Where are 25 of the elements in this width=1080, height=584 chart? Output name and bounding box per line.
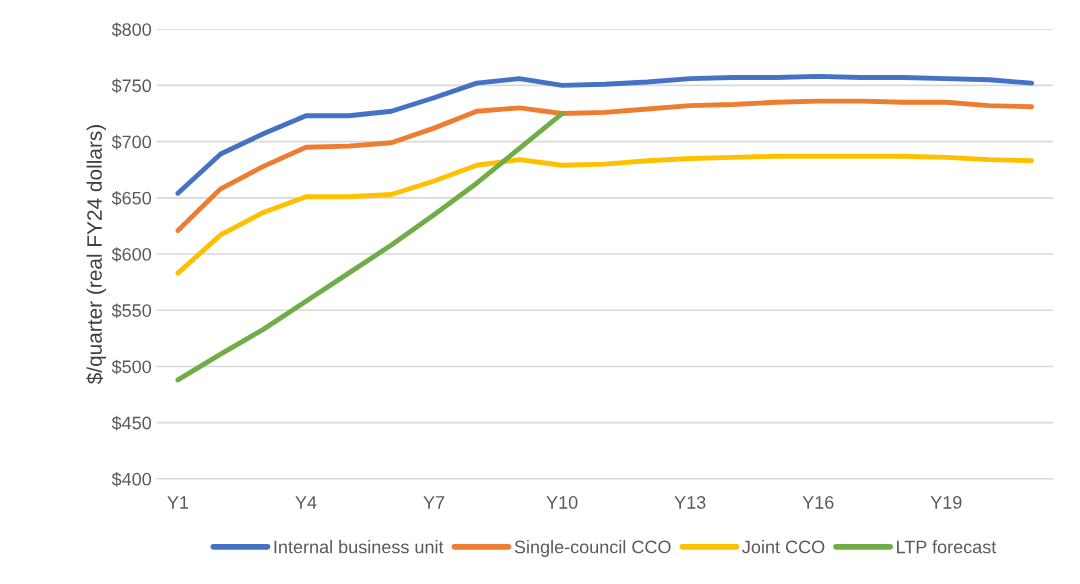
- y-tick-label: $450: [111, 415, 152, 431]
- x-tick-label: Y13: [674, 496, 706, 509]
- x-tick-label: Y19: [930, 496, 962, 509]
- legend-label: Joint CCO: [742, 540, 825, 554]
- y-tick-label: $800: [111, 22, 152, 37]
- line-series: [175, 73, 1035, 196]
- y-tick-label: $600: [111, 247, 152, 262]
- y-tick-label: $700: [111, 134, 152, 150]
- x-tick-label: Y1: [167, 496, 189, 509]
- x-tick-label: Y16: [802, 496, 834, 509]
- y-tick-label: $550: [111, 303, 152, 319]
- y-tick-label: $500: [111, 359, 152, 375]
- y-axis-title: $/quarter (real FY24 dollars): [86, 125, 107, 385]
- line-series: [175, 111, 565, 383]
- x-tick-label: Y10: [546, 496, 578, 509]
- y-tick-label: $750: [111, 78, 152, 94]
- y-tick-label: $650: [111, 191, 152, 206]
- x-tick-label: Y7: [423, 496, 445, 509]
- legend-label: Internal business unit: [274, 540, 444, 554]
- y-tick-label: $400: [111, 472, 152, 487]
- legend-label: LTP forecast: [897, 540, 997, 554]
- line-series: [175, 153, 1035, 276]
- line-series: [175, 98, 1035, 233]
- legend-label: Single-council CCO: [514, 540, 671, 557]
- x-tick-label: Y4: [295, 496, 317, 509]
